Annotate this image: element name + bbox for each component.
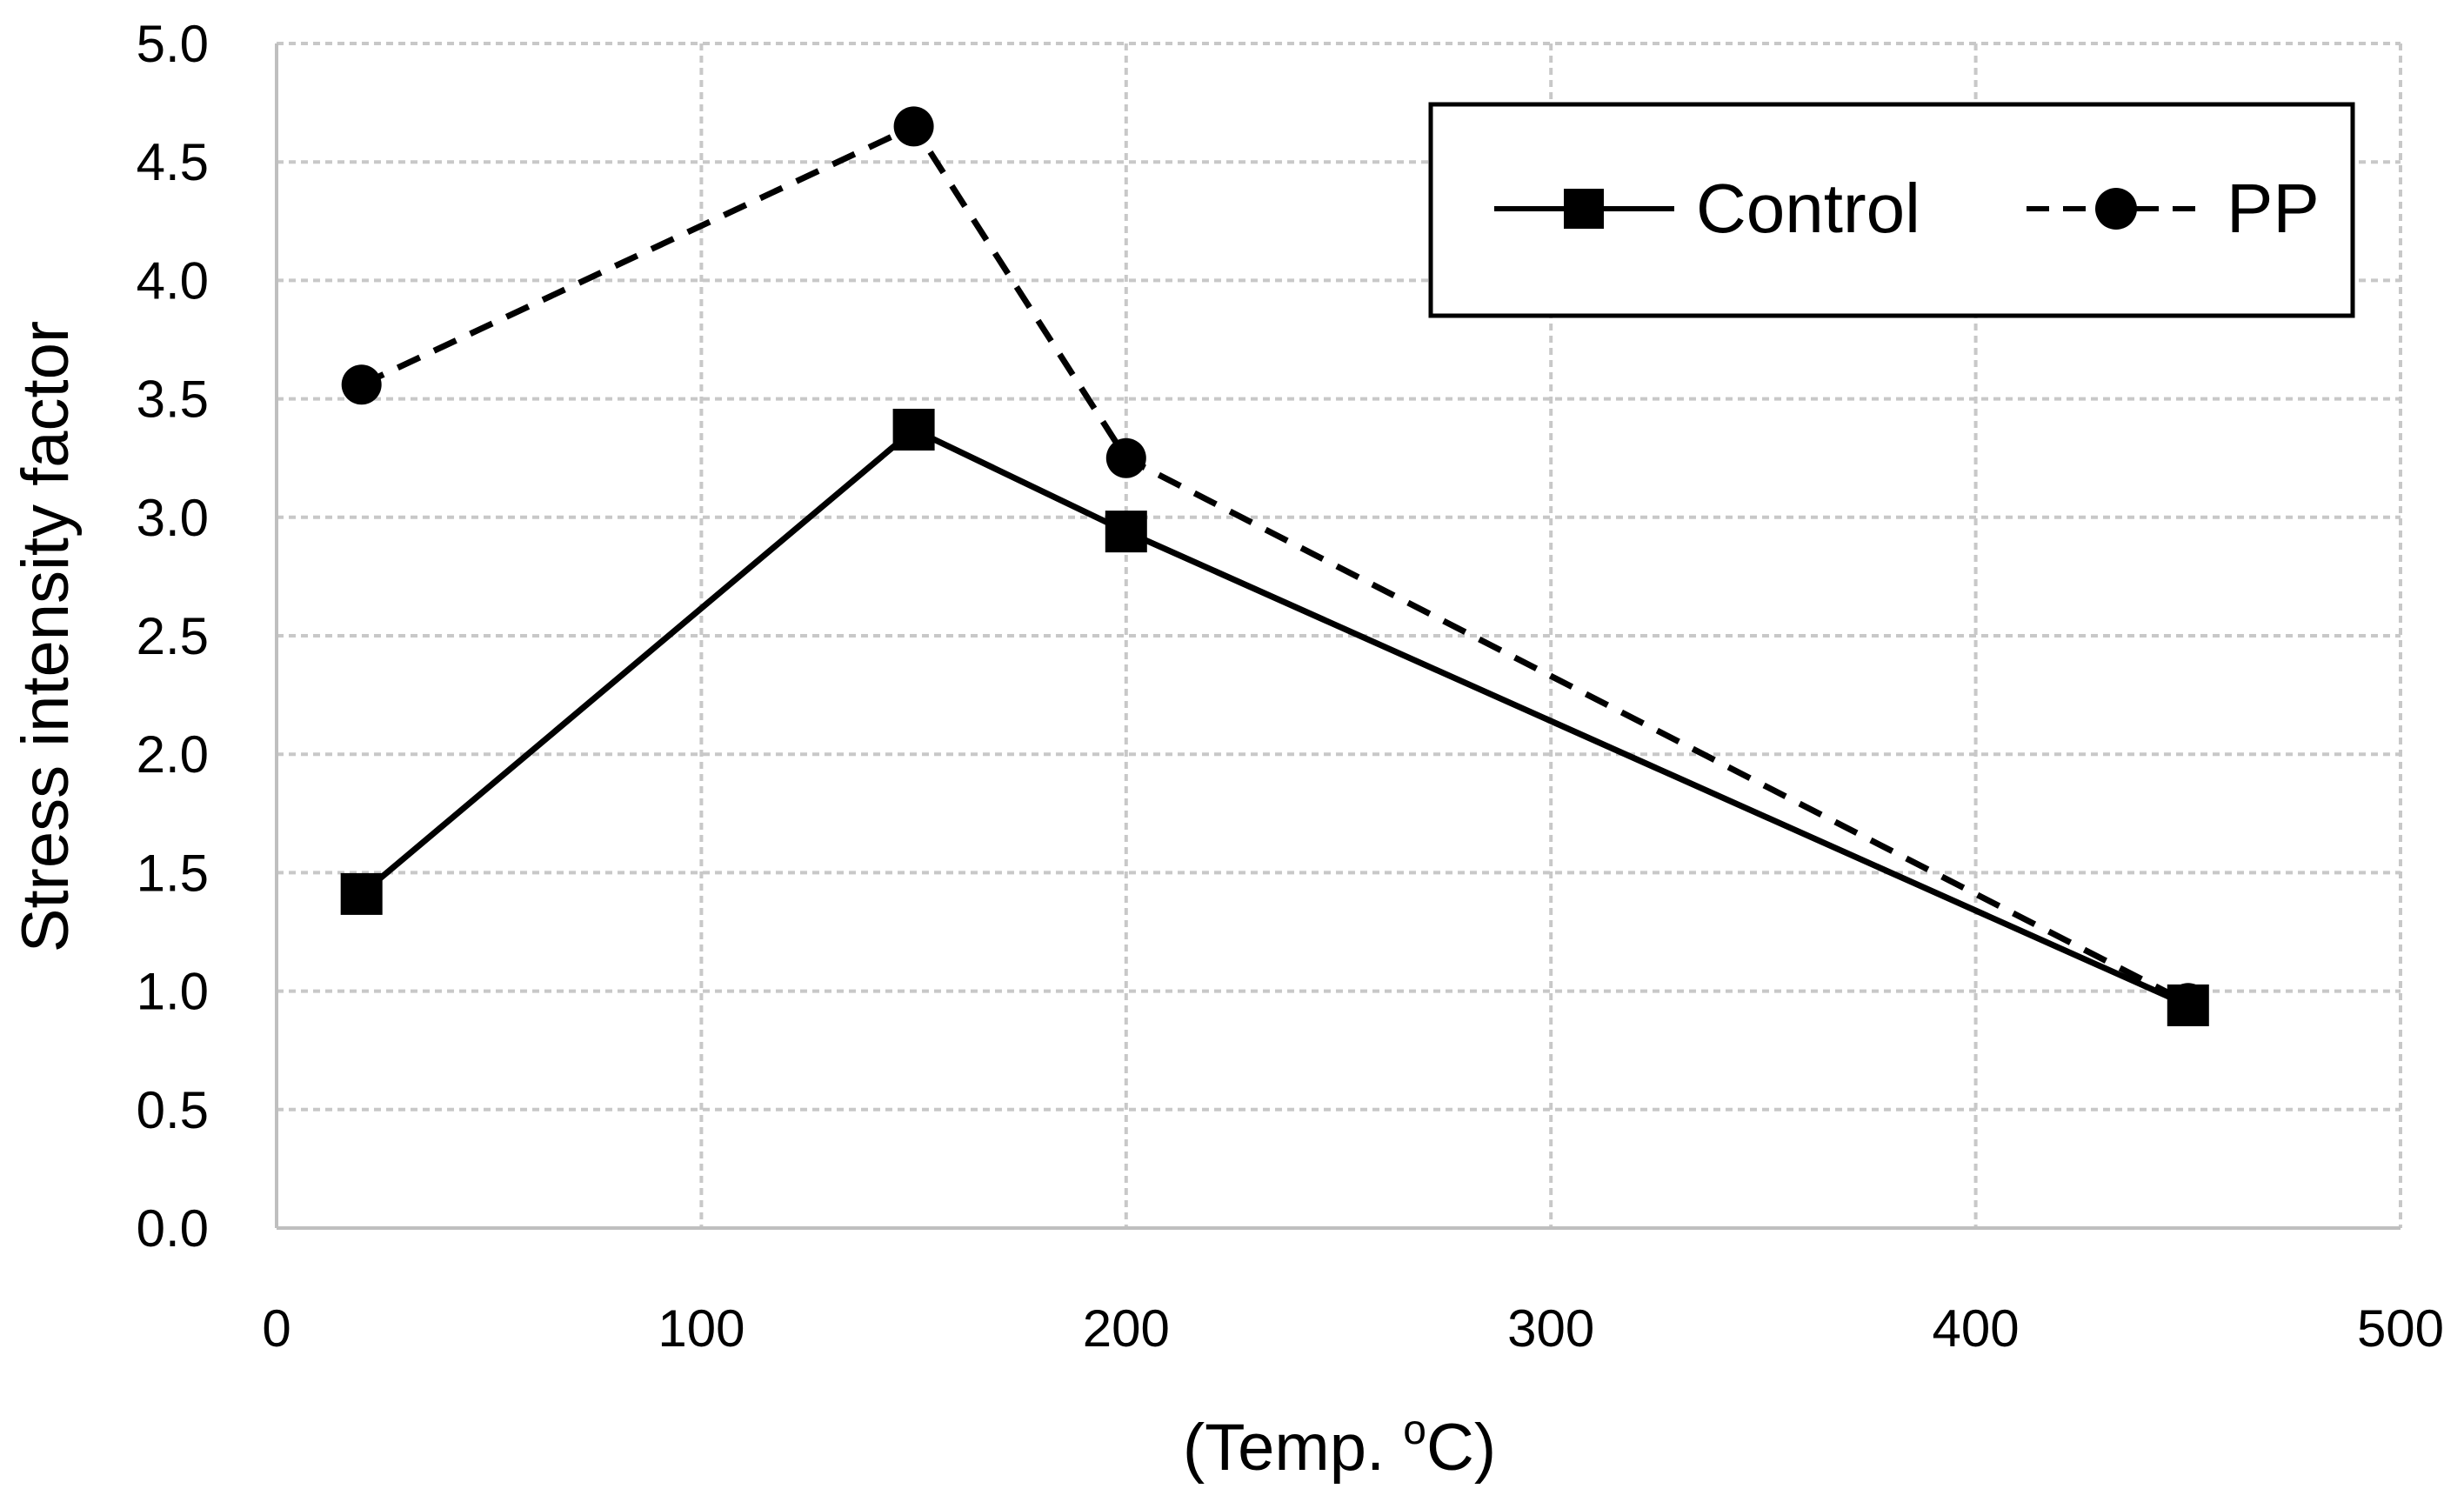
y-tick-label: 2.5 xyxy=(137,607,209,665)
x-tick-label: 500 xyxy=(2357,1299,2444,1358)
x-axis-title-suffix: C) xyxy=(1426,1411,1496,1485)
data-point-control xyxy=(2167,984,2209,1026)
legend: Control PP xyxy=(1428,102,2355,318)
x-tick-label: 200 xyxy=(1083,1299,1170,1358)
y-tick-label: 4.0 xyxy=(137,251,209,310)
x-axis-title: (Temp. oC) xyxy=(1183,1407,1496,1485)
legend-pp-marker xyxy=(2095,188,2137,230)
data-point-control xyxy=(1105,511,1147,553)
x-tick-label: 100 xyxy=(658,1299,745,1358)
x-tick-label: 0 xyxy=(262,1299,290,1358)
data-point-pp xyxy=(341,364,382,405)
y-tick-label: 5.0 xyxy=(137,15,209,73)
data-point-control xyxy=(892,409,935,451)
series-line-control xyxy=(359,426,2190,1009)
data-point-pp xyxy=(893,106,934,147)
series-line-pp xyxy=(360,123,2190,1006)
data-point-pp xyxy=(1105,437,1146,478)
y-tick-label: 0.0 xyxy=(137,1199,209,1258)
y-tick-label: 3.5 xyxy=(137,370,209,429)
y-tick-label: 1.5 xyxy=(137,844,209,902)
axes xyxy=(275,43,2401,1230)
legend-control-marker xyxy=(1564,189,1604,229)
x-tick-label: 400 xyxy=(1933,1299,2020,1358)
y-tick-label: 1.0 xyxy=(137,963,209,1021)
series-control xyxy=(340,409,2209,1026)
y-tick-labels: 0.0 0.5 1.0 1.5 2.0 2.5 3.0 3.5 4.0 4.5 5.0 xyxy=(137,15,209,1258)
x-axis-title-degree: o xyxy=(1403,1407,1426,1453)
y-axis-title: Stress intensity factor xyxy=(9,321,83,953)
series-pp xyxy=(341,106,2208,1024)
x-tick-label: 300 xyxy=(1507,1299,1594,1358)
y-tick-label: 0.5 xyxy=(137,1081,209,1139)
legend-pp-label: PP xyxy=(2227,170,2320,247)
x-tick-labels: 0 100 200 300 400 500 xyxy=(262,1299,2444,1358)
x-axis-title-prefix: (Temp. xyxy=(1183,1411,1403,1485)
data-series xyxy=(340,106,2209,1026)
data-point-control xyxy=(340,872,383,915)
y-tick-label: 4.5 xyxy=(137,133,209,191)
legend-control-label: Control xyxy=(1696,170,1920,247)
y-tick-label: 3.0 xyxy=(137,489,209,547)
y-tick-label: 2.0 xyxy=(137,725,209,784)
gridlines xyxy=(277,42,2402,1228)
